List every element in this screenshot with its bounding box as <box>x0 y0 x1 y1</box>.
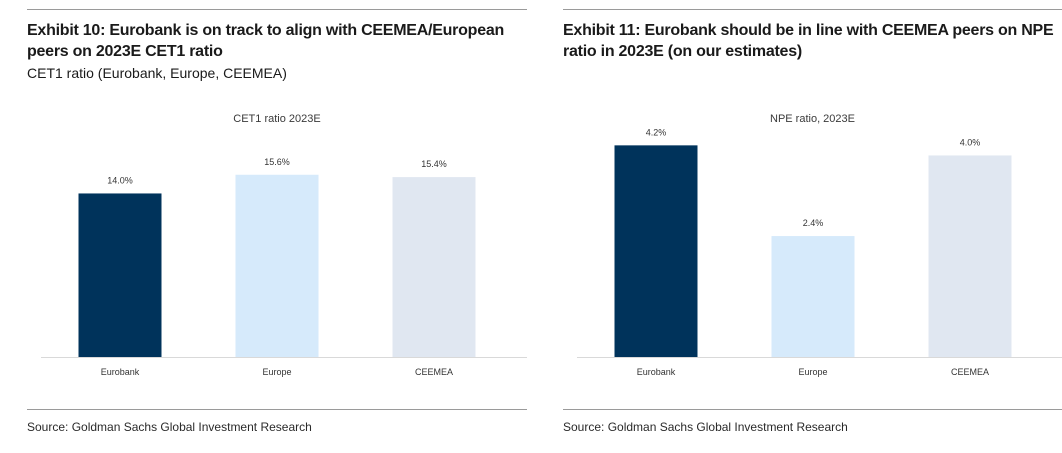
bar-ceemea <box>392 177 476 357</box>
bar-ceemea <box>928 155 1012 357</box>
data-label-eurobank: 14.0% <box>107 175 133 185</box>
chart-title: NPE ratio, 2023E <box>770 113 855 125</box>
exhibit-10-panel: Exhibit 10: Eurobank is on track to alig… <box>27 0 527 453</box>
top-divider <box>27 9 527 10</box>
chart-title: CET1 ratio 2023E <box>233 113 320 125</box>
bar-europe <box>771 236 855 357</box>
exhibit-10-title: Exhibit 10: Eurobank is on track to alig… <box>27 22 505 60</box>
exhibit-11-source: Source: Goldman Sachs Global Investment … <box>563 420 848 434</box>
bar-europe <box>235 174 319 357</box>
category-label-europe: Europe <box>262 367 291 377</box>
bar-eurobank <box>78 193 162 357</box>
category-label-europe: Europe <box>798 367 827 377</box>
exhibit-11-panel: Exhibit 11: Eurobank should be in line w… <box>563 0 1062 453</box>
bottom-divider <box>563 409 1062 410</box>
category-label-eurobank: Eurobank <box>637 367 676 377</box>
exhibit-11-title: Exhibit 11: Eurobank should be in line w… <box>563 22 1054 60</box>
category-label-eurobank: Eurobank <box>101 367 140 377</box>
category-label-ceemea: CEEMEA <box>415 367 453 377</box>
bottom-divider <box>27 409 527 410</box>
bar-eurobank <box>614 145 698 357</box>
exhibit-10-subtitle: CET1 ratio (Eurobank, Europe, CEEMEA) <box>27 65 287 81</box>
data-label-eurobank: 4.2% <box>646 127 667 137</box>
data-label-ceemea: 15.4% <box>421 159 447 169</box>
category-label-ceemea: CEEMEA <box>951 367 989 377</box>
cet1-chart: CET1 ratio 2023E 14.0% Eurobank 15.6% Europe… <box>41 113 527 377</box>
data-label-ceemea: 4.0% <box>960 137 981 147</box>
data-label-europe: 2.4% <box>803 218 824 228</box>
npe-chart: NPE ratio, 2023E 4.2% Eurobank 2.4% Europe 4.… <box>577 113 1062 377</box>
top-divider <box>563 9 1062 10</box>
exhibit-10-source: Source: Goldman Sachs Global Investment … <box>27 420 312 434</box>
data-label-europe: 15.6% <box>264 157 290 167</box>
